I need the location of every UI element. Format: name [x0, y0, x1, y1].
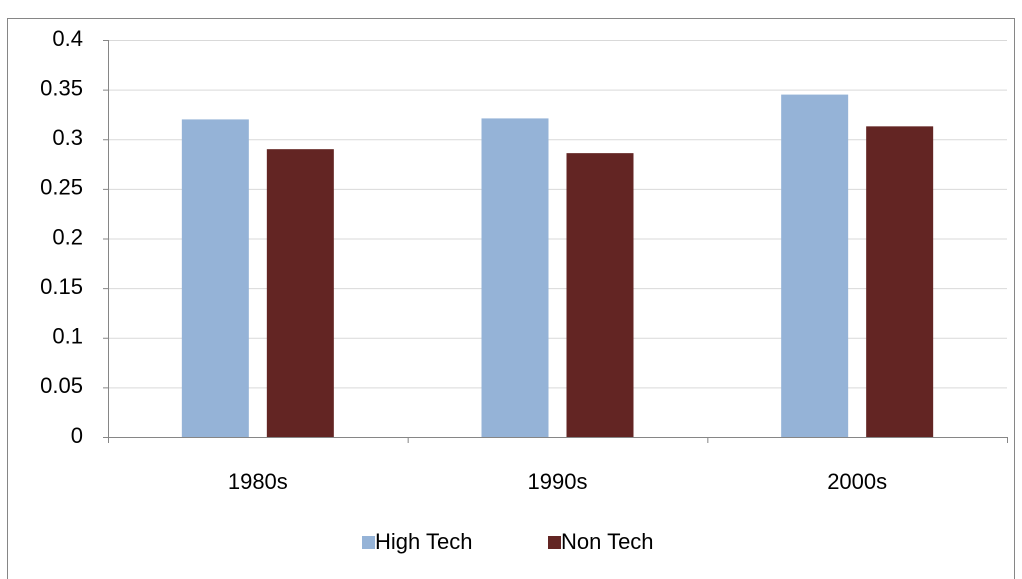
x-tick-label: 2000s	[827, 469, 887, 494]
y-tick-label: 0.05	[40, 373, 83, 398]
bar	[781, 94, 849, 438]
legend-swatch	[362, 536, 375, 549]
bar	[566, 153, 634, 437]
bar	[181, 119, 249, 438]
y-tick-label: 0.3	[52, 125, 83, 150]
legend-label: Non Tech	[561, 529, 654, 554]
x-tick-label: 1980s	[228, 469, 288, 494]
y-tick-label: 0.1	[52, 324, 83, 349]
y-tick-label: 0.25	[40, 175, 83, 200]
legend-swatch	[548, 536, 561, 549]
y-tick-label: 0.4	[52, 26, 83, 51]
y-tick-label: 0.35	[40, 75, 83, 100]
legend-label: High Tech	[375, 529, 472, 554]
bar	[266, 149, 334, 438]
y-tick-label: 0	[71, 423, 83, 448]
bar	[866, 126, 934, 437]
y-tick-label: 0.2	[52, 224, 83, 249]
bar	[481, 118, 549, 437]
x-tick-label: 1990s	[528, 469, 588, 494]
y-tick-label: 0.15	[40, 274, 83, 299]
